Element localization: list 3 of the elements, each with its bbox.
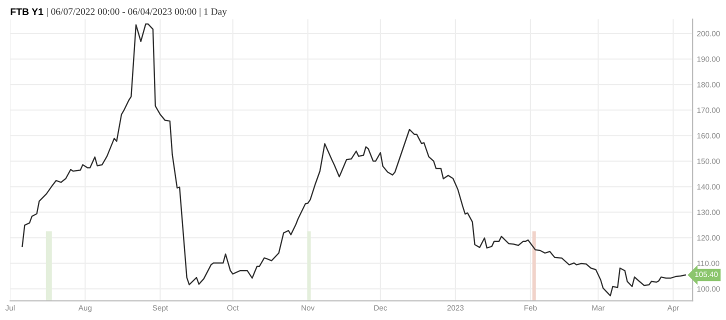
line-series [22,23,686,296]
chart-title: FTB Y1 [10,8,44,16]
chart-subtitle: | 06/07/2022 00:00 - 06/04/2023 00:00 | 1 Day [47,8,227,17]
